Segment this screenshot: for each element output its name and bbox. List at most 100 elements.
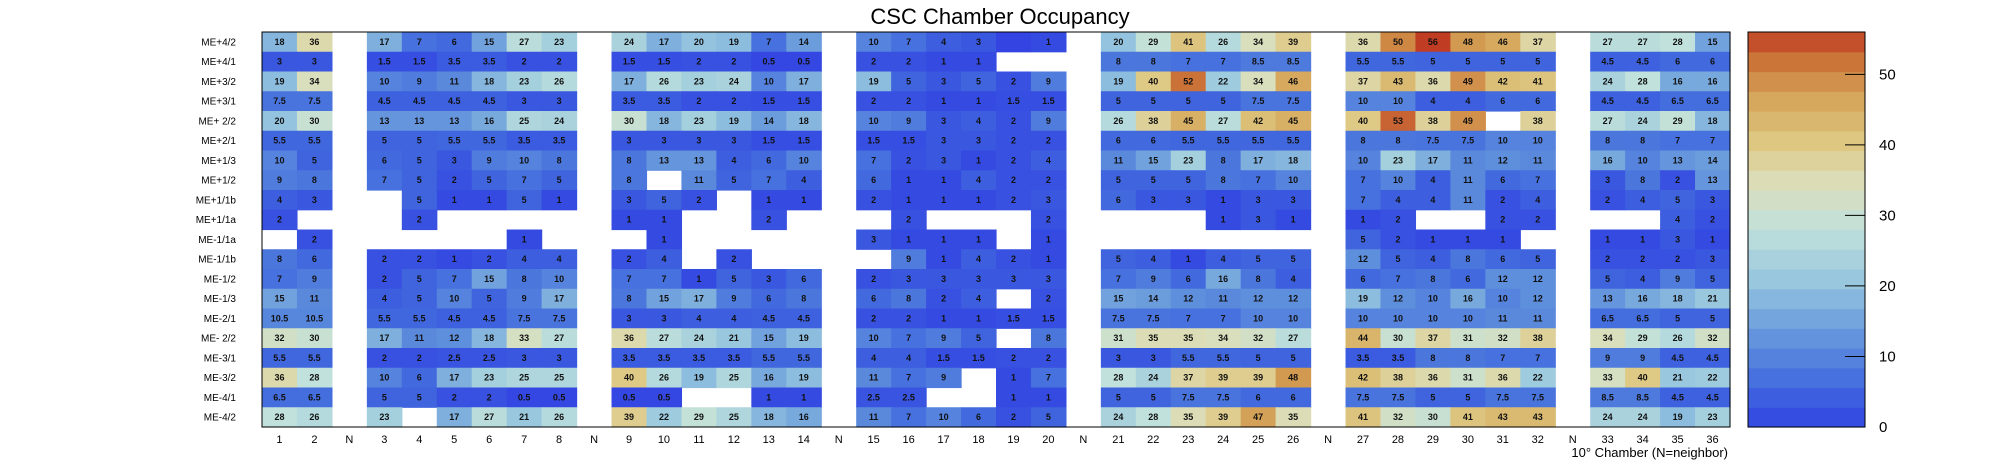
- heatmap-cell: [1450, 170, 1486, 191]
- cell-value-label: 5: [1256, 254, 1261, 264]
- cell-value-label: 24: [624, 37, 634, 47]
- cell-value-label: 5: [1465, 57, 1470, 67]
- heatmap-cell: [506, 71, 543, 92]
- heatmap-cell: [1415, 51, 1451, 73]
- heatmap-cell: [1030, 288, 1067, 310]
- cell-value-label: 5: [1116, 392, 1121, 402]
- cell-value-label: 1: [1221, 215, 1226, 225]
- cell-value-label: 27: [1603, 116, 1613, 126]
- heatmap-cell: [1485, 209, 1521, 231]
- heatmap-cell: [1485, 348, 1521, 369]
- cell-value-label: 19: [729, 37, 739, 47]
- heatmap-cell: [1030, 407, 1067, 428]
- heatmap-cell: [1275, 91, 1312, 112]
- heatmap-cell: [296, 288, 333, 310]
- color-scale-band: [1748, 288, 1865, 310]
- heatmap-cell: [961, 71, 997, 92]
- cell-value-label: 10: [379, 76, 389, 86]
- cell-value-label: 10: [1428, 313, 1438, 323]
- cell-value-label: 3.5: [448, 57, 461, 67]
- heatmap-cell: [1135, 150, 1172, 171]
- heatmap-cell: [611, 249, 648, 270]
- cell-value-label: 8: [906, 294, 911, 304]
- heatmap-cell: [262, 91, 298, 112]
- cell-value-label: 7.5: [518, 313, 531, 323]
- heatmap-cell: [1030, 229, 1067, 250]
- cell-value-label: 8: [1430, 274, 1435, 284]
- heatmap-cell: [1415, 111, 1451, 132]
- cell-value-label: 7.5: [308, 96, 321, 106]
- cell-value-label: 10: [519, 155, 529, 165]
- heatmap-cell: [436, 71, 473, 92]
- x-tick-label: 5: [451, 434, 457, 446]
- cell-value-label: 24: [554, 116, 564, 126]
- cell-value-label: 24: [1148, 373, 1158, 383]
- heatmap-cell: [1485, 32, 1521, 53]
- cell-value-label: 1.5: [378, 57, 391, 67]
- cell-value-label: 2: [1605, 195, 1610, 205]
- cell-value-label: 5.5: [273, 353, 286, 363]
- color-scale-tick-label: 40: [1879, 137, 1896, 154]
- heatmap-cell: [1100, 111, 1137, 132]
- heatmap-cell: [541, 367, 578, 389]
- heatmap-cell: [1695, 209, 1731, 231]
- cell-value-label: 12: [1533, 274, 1543, 284]
- heatmap-cell: [1520, 209, 1556, 231]
- cell-value-label: 26: [1218, 37, 1228, 47]
- cell-value-label: 3: [557, 96, 562, 106]
- heatmap-cell: [506, 130, 543, 152]
- x-tick-label: 1: [276, 434, 282, 446]
- heatmap-cell: [1170, 367, 1207, 389]
- heatmap-cell: [716, 348, 752, 369]
- cell-value-label: 1: [1046, 234, 1051, 244]
- cell-value-label: 6.5: [1706, 96, 1719, 106]
- heatmap-cell: [1240, 328, 1277, 349]
- cell-value-label: 36: [274, 373, 284, 383]
- cell-value-label: 4.5: [448, 313, 461, 323]
- cell-value-label: 43: [1498, 412, 1508, 422]
- cell-value-label: 6: [1256, 392, 1261, 402]
- cell-value-label: 3: [661, 136, 666, 146]
- cell-value-label: 17: [1428, 155, 1438, 165]
- cell-value-label: 1.5: [623, 57, 636, 67]
- cell-value-label: 5: [487, 175, 492, 185]
- heatmap-cell: [1135, 71, 1172, 92]
- heatmap-cell: [611, 328, 648, 349]
- cell-value-label: 2: [1011, 136, 1016, 146]
- heatmap-cell: [1170, 111, 1207, 132]
- heatmap-cell: [436, 308, 473, 329]
- cell-value-label: 7: [871, 155, 876, 165]
- cell-value-label: 2.5: [448, 353, 461, 363]
- heatmap-cell: [1170, 328, 1207, 349]
- cell-value-label: 8.5: [1636, 392, 1649, 402]
- cell-value-label: 3: [1186, 195, 1191, 205]
- heatmap-cell: [891, 51, 927, 73]
- heatmap-cell: [506, 51, 543, 73]
- cell-value-label: 7.5: [1497, 392, 1510, 402]
- cell-value-label: 5: [731, 274, 736, 284]
- heatmap-cell: [366, 367, 403, 389]
- cell-value-label: 43: [1533, 412, 1543, 422]
- x-tick-label: N: [1324, 434, 1332, 446]
- heatmap-cell: [1660, 407, 1696, 428]
- heatmap-cell: [1380, 32, 1417, 53]
- cell-value-label: 27: [1288, 333, 1298, 343]
- heatmap-cell: [611, 150, 648, 171]
- heatmap-cell: [646, 111, 683, 132]
- cell-value-label: 15: [764, 333, 774, 343]
- cell-value-label: 3: [1046, 274, 1051, 284]
- heatmap-cell: [611, 111, 648, 132]
- heatmap-cell: [1450, 51, 1486, 73]
- heatmap-cell: [1345, 111, 1382, 132]
- heatmap-cell: [961, 407, 997, 428]
- cell-value-label: 47: [1253, 412, 1263, 422]
- heatmap-cell: [401, 111, 438, 132]
- cell-value-label: 18: [764, 412, 774, 422]
- heatmap-cell: [1590, 348, 1626, 369]
- heatmap-cell: [611, 71, 648, 92]
- heatmap-cell: [1520, 111, 1556, 132]
- cell-value-label: 7: [382, 175, 387, 185]
- x-tick-label: 17: [937, 434, 949, 446]
- heatmap-cell: [891, 111, 927, 132]
- cell-value-label: 16: [1673, 76, 1683, 86]
